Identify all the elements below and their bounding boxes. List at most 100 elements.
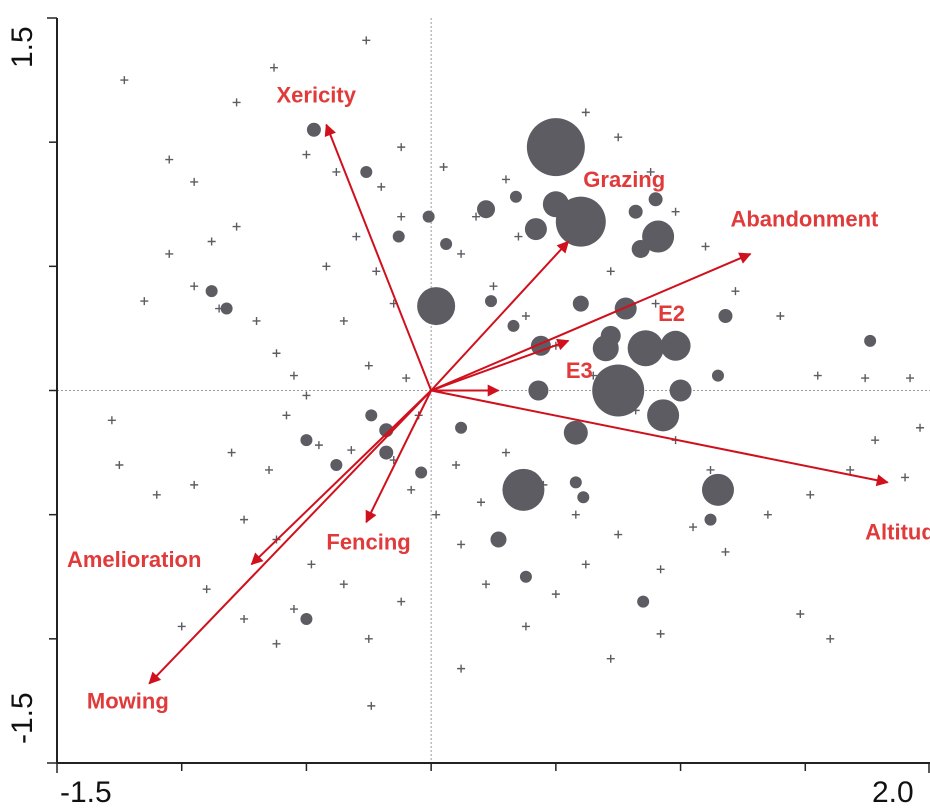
sample-cross: [314, 441, 323, 450]
sample-cross: [165, 249, 174, 258]
site-circle: [637, 595, 650, 608]
sample-cross: [689, 523, 698, 532]
sample-cross: [589, 371, 598, 380]
site-circle: [542, 191, 569, 218]
sample-cross: [332, 167, 341, 176]
sample-cross: [457, 664, 466, 673]
x-tick-label-min: -1.5: [60, 776, 112, 809]
site-circle: [627, 330, 664, 367]
sample-cross: [362, 36, 371, 45]
sample-cross: [364, 634, 373, 643]
sample-cross: [282, 411, 291, 420]
site-circle: [422, 210, 435, 223]
sample-cross: [916, 423, 925, 432]
site-circle: [647, 399, 680, 432]
sample-cross: [861, 374, 870, 383]
sample-cross: [606, 654, 615, 663]
sample-cross: [397, 212, 406, 221]
sample-cross: [656, 565, 665, 574]
axis-frame: [47, 17, 930, 773]
sample-cross: [289, 605, 298, 614]
sample-cross: [107, 416, 116, 425]
site-circle: [306, 122, 321, 137]
site-circle: [711, 369, 724, 382]
arrow-altitude: [430, 389, 889, 487]
site-circle: [300, 612, 313, 625]
site-circle: [360, 165, 373, 178]
site-circle: [502, 468, 545, 511]
sample-cross: [614, 530, 623, 539]
sample-cross: [651, 299, 660, 308]
sample-cross: [806, 490, 815, 499]
sample-cross: [482, 580, 491, 589]
sample-cross: [656, 629, 665, 638]
arrow-label-altitude: Altitude: [865, 520, 930, 545]
sample-cross: [347, 446, 356, 455]
sample-cross: [477, 498, 486, 507]
site-circle: [660, 330, 691, 361]
site-circle: [526, 118, 585, 177]
site-circle: [205, 285, 218, 298]
sample-cross: [272, 639, 281, 648]
site-circle: [524, 218, 547, 241]
arrow-mowing: [148, 389, 432, 685]
site-circle: [485, 295, 498, 308]
sample-cross: [457, 540, 466, 549]
site-circle: [642, 220, 675, 253]
sample-cross: [571, 510, 580, 519]
sample-cross: [489, 282, 498, 291]
site-circle: [528, 380, 549, 401]
sample-cross: [671, 207, 680, 216]
arrow-label-e3: E3: [566, 358, 593, 383]
site-circle: [379, 445, 394, 460]
arrow-label-fencing: Fencing: [326, 529, 410, 554]
arrow-label-e2: E2: [658, 301, 685, 326]
site-circle: [704, 513, 717, 526]
sample-cross: [452, 461, 461, 469]
sample-cross: [364, 361, 373, 370]
sample-cross: [906, 374, 915, 383]
arrow-label-mowing: Mowing: [87, 688, 169, 713]
site-circle: [392, 230, 405, 243]
sample-cross: [289, 371, 298, 380]
sample-cross: [776, 312, 785, 320]
sample-cross: [397, 143, 406, 152]
site-circle: [455, 421, 468, 434]
sample-cross: [514, 232, 523, 241]
site-circle: [330, 459, 343, 471]
sample-cross: [190, 480, 199, 489]
site-circle: [415, 466, 428, 479]
site-circle: [864, 334, 877, 347]
sample-cross: [501, 175, 510, 184]
sample-cross: [202, 585, 211, 594]
arrow-labels: Xericity Grazing Abandonment E2 E3 Altitude Fe…: [67, 82, 930, 713]
arrow-abandonment: [430, 252, 752, 392]
sample-cross: [307, 560, 316, 569]
arrow-label-amelioration: Amelioration: [67, 547, 201, 572]
sample-cross: [270, 63, 279, 72]
sample-cross: [115, 461, 124, 469]
sample-cross: [826, 634, 835, 643]
sample-cross: [302, 150, 311, 159]
sample-cross: [165, 155, 174, 164]
site-circle: [507, 319, 520, 332]
sample-cross: [813, 371, 822, 380]
environmental-arrows: [148, 123, 889, 685]
site-circle: [577, 491, 590, 504]
sample-cross: [272, 349, 281, 358]
sample-cross: [581, 560, 590, 569]
sample-cross: [152, 490, 161, 499]
site-circle: [572, 295, 589, 312]
sample-cross: [521, 622, 530, 631]
sample-cross: [763, 510, 772, 519]
site-circle: [648, 192, 663, 207]
sample-cross: [240, 515, 249, 524]
sample-cross: [339, 580, 348, 589]
sample-cross: [706, 465, 715, 474]
sample-cross: [407, 485, 416, 494]
sample-cross: [339, 316, 348, 325]
sample-cross: [846, 465, 855, 474]
site-circle: [669, 379, 692, 402]
arrow-amelioration: [250, 389, 432, 566]
